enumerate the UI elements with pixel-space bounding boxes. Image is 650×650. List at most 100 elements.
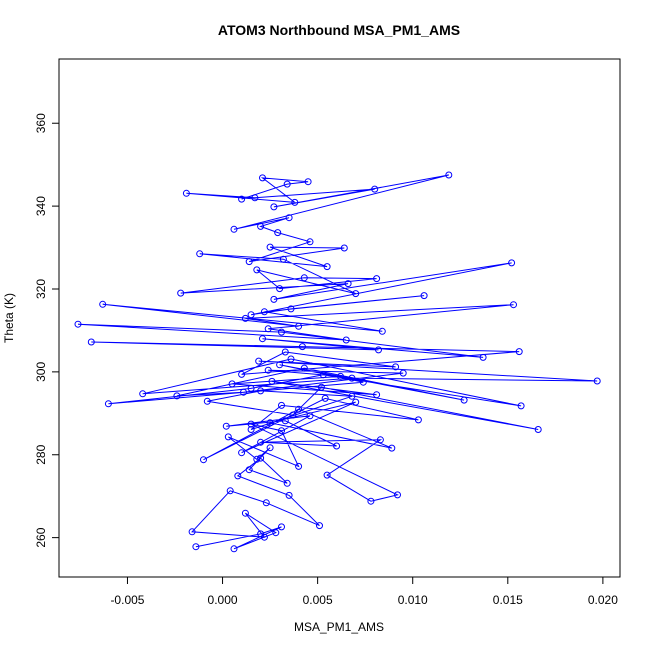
data-point xyxy=(278,523,285,531)
data-point xyxy=(228,380,236,388)
data-point xyxy=(283,180,291,188)
data-point xyxy=(224,433,232,441)
data-point xyxy=(257,222,265,230)
data-point xyxy=(173,392,181,400)
data-point xyxy=(247,426,255,433)
data-point xyxy=(230,545,238,553)
data-point xyxy=(203,397,211,405)
data-point xyxy=(319,371,327,379)
data-point xyxy=(272,529,280,537)
data-point xyxy=(259,174,266,182)
data-point xyxy=(316,522,323,530)
data-point xyxy=(300,274,308,282)
data-point xyxy=(344,280,352,288)
data-point xyxy=(323,471,331,479)
data-point xyxy=(291,198,299,206)
x-tick-label: -0.005 xyxy=(110,593,144,607)
data-point xyxy=(104,400,112,408)
data-point xyxy=(352,290,360,298)
data-point xyxy=(268,377,276,385)
data-point xyxy=(306,238,314,246)
data-point xyxy=(264,325,272,333)
data-point xyxy=(414,416,422,424)
data-point xyxy=(281,348,289,356)
data-point xyxy=(278,427,285,435)
data-point xyxy=(371,185,379,193)
data-point xyxy=(285,214,293,222)
data-point xyxy=(253,455,261,463)
data-point xyxy=(388,444,396,452)
data-point xyxy=(392,363,400,371)
data-point xyxy=(295,322,303,330)
data-point xyxy=(399,369,407,377)
data-point xyxy=(264,366,272,374)
data-point xyxy=(247,311,255,319)
data-point xyxy=(289,411,297,419)
data-point xyxy=(222,422,230,430)
data-point xyxy=(257,438,265,446)
chart-title: ATOM3 Northbound MSA_PM1_AMS xyxy=(218,22,460,38)
data-point xyxy=(200,456,207,464)
data-point xyxy=(348,392,356,400)
x-axis: -0.005 0.000 0.005 0.010 0.015 0.020 xyxy=(110,576,618,607)
y-axis-label: Theta (K) xyxy=(2,293,16,343)
data-point xyxy=(460,396,468,404)
x-tick-label: 0.005 xyxy=(303,593,333,607)
data-point xyxy=(87,338,95,346)
data-point xyxy=(260,308,268,316)
data-point xyxy=(245,466,253,474)
y-tick-label: 360 xyxy=(34,113,48,133)
data-point xyxy=(295,405,303,413)
data-point xyxy=(266,444,274,452)
data-point xyxy=(359,378,367,386)
data-point xyxy=(226,487,234,495)
data-point xyxy=(323,263,331,271)
data-point xyxy=(479,353,487,361)
data-point xyxy=(306,412,314,420)
data-point xyxy=(257,454,265,462)
data-point xyxy=(266,419,274,427)
data-point xyxy=(375,346,382,354)
data-point xyxy=(262,499,270,507)
data-point xyxy=(251,194,259,202)
data-point xyxy=(247,384,255,392)
data-point xyxy=(245,258,253,266)
x-tick-label: 0.010 xyxy=(398,593,428,607)
data-point xyxy=(593,377,601,385)
data-point xyxy=(241,314,249,322)
data-point xyxy=(230,225,238,233)
data-point xyxy=(367,497,375,505)
y-axis: 260 280 300 320 340 360 xyxy=(34,113,60,548)
x-tick-label: 0.015 xyxy=(493,593,523,607)
data-point xyxy=(182,189,190,197)
data-point xyxy=(394,491,401,499)
data-layer xyxy=(74,171,601,553)
data-point xyxy=(534,426,542,433)
data-point xyxy=(192,543,200,551)
data-point xyxy=(276,361,284,369)
data-point xyxy=(281,417,289,425)
data-point xyxy=(340,244,348,252)
data-point xyxy=(177,289,185,297)
y-tick-label: 280 xyxy=(34,444,48,464)
data-point xyxy=(276,285,284,293)
data-point xyxy=(99,300,107,308)
data-point xyxy=(321,394,329,402)
data-point xyxy=(238,195,246,203)
data-point xyxy=(247,420,255,428)
data-point xyxy=(285,491,293,499)
data-point xyxy=(278,401,285,409)
data-point xyxy=(270,295,278,303)
data-point xyxy=(259,335,266,343)
data-point xyxy=(253,266,261,274)
y-tick-label: 320 xyxy=(34,279,48,299)
data-point xyxy=(510,301,517,309)
data-point xyxy=(373,275,381,283)
data-point xyxy=(287,305,295,313)
data-point xyxy=(260,533,268,541)
data-point xyxy=(266,243,274,251)
data-point xyxy=(317,383,325,391)
data-point xyxy=(342,336,350,344)
data-point xyxy=(274,229,282,237)
